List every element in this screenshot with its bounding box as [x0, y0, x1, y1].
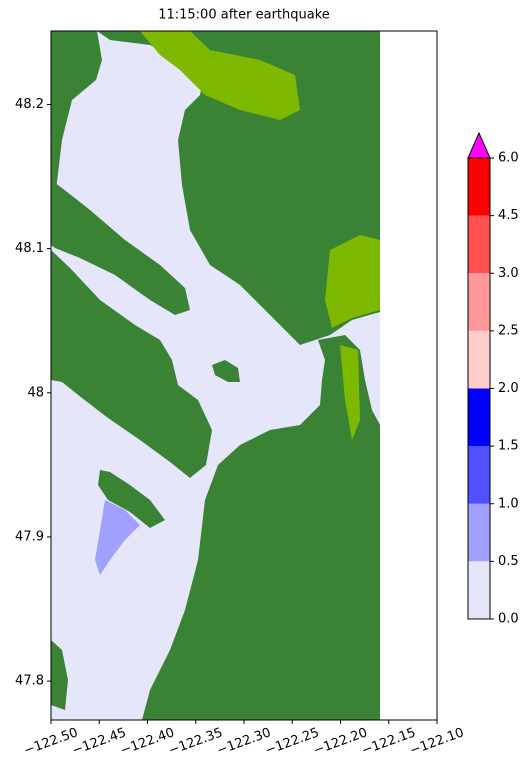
colorbar-tick-label: 2.5 [498, 323, 519, 338]
colorbar-bin [468, 273, 490, 331]
x-tick-label: −122.20 [311, 725, 369, 758]
colorbar-tick-label: 0.0 [498, 612, 519, 627]
colorbar-tick-label: 1.5 [498, 439, 519, 454]
colorbar-tick-label: 4.5 [498, 208, 519, 223]
x-tick-label: −122.25 [263, 725, 321, 758]
colorbar-bin [468, 446, 490, 504]
colorbar-bin [468, 388, 490, 447]
x-tick-label: −122.45 [70, 725, 128, 758]
colorbar-tick-label: 6.0 [498, 151, 519, 166]
colorbar-tick-label: 2.0 [498, 381, 519, 396]
map [51, 31, 380, 720]
colorbar-tick-label: 1.0 [498, 496, 519, 511]
y-tick-label: 48.2 [15, 97, 44, 112]
y-tick-label: 47.9 [15, 529, 44, 544]
colorbar-tick-label: 0.5 [498, 554, 519, 569]
land [51, 31, 380, 720]
chart-title: 11:15:00 after earthquake [158, 8, 330, 23]
y-tick-label: 48.1 [15, 241, 44, 256]
colorbar-bin [468, 215, 490, 274]
colorbar-bin [468, 561, 490, 619]
colorbar-bin [468, 330, 490, 389]
y-tick-label: 48 [27, 385, 44, 400]
inundated-land [140, 31, 380, 440]
x-tick-label: −122.35 [167, 725, 225, 758]
y-tick-label: 47.8 [15, 674, 44, 689]
colorbar-tick-label: 3.0 [498, 266, 519, 281]
x-tick-label: −122.40 [118, 725, 176, 758]
x-tick-label: −122.10 [408, 725, 466, 758]
x-tick-label: −122.50 [22, 725, 80, 758]
x-tick-label: −122.15 [360, 725, 418, 758]
colorbar-bin [468, 503, 490, 562]
colorbar-extend [467, 131, 491, 159]
x-tick-label: −122.30 [215, 725, 273, 758]
colorbar-bin [468, 158, 490, 216]
shallow-flood [95, 500, 140, 575]
